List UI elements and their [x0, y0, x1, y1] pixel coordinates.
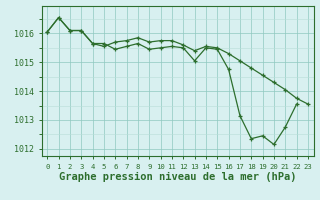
X-axis label: Graphe pression niveau de la mer (hPa): Graphe pression niveau de la mer (hPa) [59, 172, 296, 182]
